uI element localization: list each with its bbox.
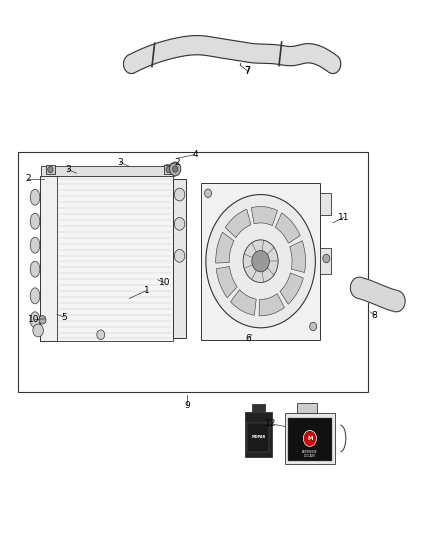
Text: 7: 7 [244, 67, 251, 75]
Text: 3: 3 [117, 158, 124, 167]
Text: 2: 2 [26, 174, 31, 183]
Text: 10: 10 [159, 278, 170, 287]
Polygon shape [329, 56, 341, 74]
Ellipse shape [30, 261, 40, 277]
Bar [46, 165, 55, 174]
Text: 9: 9 [184, 401, 191, 409]
Circle shape [33, 324, 43, 337]
Ellipse shape [30, 237, 40, 253]
Wedge shape [251, 207, 277, 225]
Bar [320, 193, 331, 215]
Circle shape [174, 188, 185, 201]
Circle shape [323, 254, 330, 263]
Bar [41, 166, 174, 176]
Circle shape [170, 162, 181, 176]
Ellipse shape [30, 213, 40, 229]
Text: ANTIFREEZE
COOLANT: ANTIFREEZE COOLANT [302, 450, 318, 458]
Bar [297, 403, 318, 413]
Bar [164, 165, 173, 174]
Circle shape [173, 166, 178, 172]
Circle shape [310, 322, 317, 330]
Text: MOPAR: MOPAR [251, 435, 265, 439]
Text: 7: 7 [244, 66, 251, 76]
Polygon shape [350, 277, 361, 298]
Circle shape [303, 431, 316, 447]
Wedge shape [290, 241, 305, 272]
Polygon shape [128, 36, 337, 73]
Polygon shape [357, 277, 398, 312]
Text: 3: 3 [65, 165, 71, 174]
Text: M: M [307, 436, 313, 441]
Circle shape [166, 166, 171, 173]
Bar [57, 176, 173, 341]
Circle shape [39, 316, 46, 324]
Bar [18, 152, 368, 392]
Ellipse shape [30, 288, 40, 304]
Circle shape [252, 251, 269, 272]
Text: 5: 5 [61, 313, 67, 321]
Wedge shape [216, 232, 234, 263]
Circle shape [174, 249, 185, 262]
Bar [252, 404, 265, 412]
Wedge shape [216, 266, 237, 298]
Bar [320, 248, 331, 274]
Text: 8: 8 [371, 311, 378, 320]
Bar [245, 412, 272, 457]
Text: 11: 11 [338, 213, 350, 222]
Circle shape [205, 189, 212, 198]
Bar [247, 423, 269, 452]
Bar [40, 176, 58, 341]
Polygon shape [395, 290, 405, 312]
Text: 4: 4 [192, 150, 198, 159]
Wedge shape [276, 213, 300, 243]
Ellipse shape [30, 189, 40, 205]
Text: 12: 12 [265, 419, 276, 428]
Wedge shape [225, 209, 251, 238]
Text: 2: 2 [175, 158, 180, 167]
Circle shape [48, 166, 53, 173]
Wedge shape [259, 294, 284, 316]
Text: 10: 10 [28, 316, 40, 324]
Wedge shape [230, 289, 256, 316]
Circle shape [174, 217, 185, 230]
Ellipse shape [30, 312, 40, 328]
Bar [288, 418, 332, 461]
Bar [285, 413, 335, 464]
Circle shape [206, 195, 315, 328]
Text: 6: 6 [245, 334, 251, 343]
Bar [201, 182, 320, 340]
Bar [173, 179, 186, 338]
Polygon shape [124, 55, 134, 74]
Text: 1: 1 [144, 286, 150, 295]
Wedge shape [280, 273, 303, 304]
Circle shape [243, 240, 278, 282]
Circle shape [97, 330, 105, 340]
